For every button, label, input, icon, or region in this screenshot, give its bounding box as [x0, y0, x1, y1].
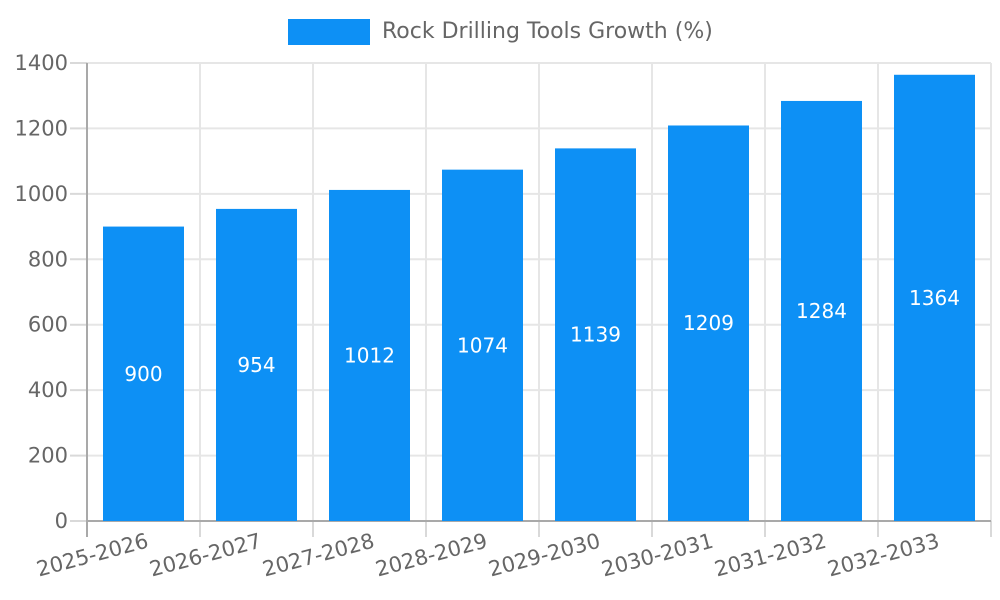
bar-value-label: 1074 — [457, 333, 508, 357]
bar-value-label: 1364 — [909, 286, 960, 310]
bar[interactable] — [216, 208, 297, 522]
y-axis-tick-label: 1200 — [15, 116, 68, 140]
x-axis-tick-label: 2028-2029 — [373, 529, 490, 582]
bar-value-label: 954 — [237, 353, 275, 377]
bar[interactable] — [781, 100, 862, 521]
y-axis-tick-label: 1400 — [15, 51, 68, 75]
x-axis-tick-label: 2026-2027 — [147, 529, 264, 582]
bar[interactable] — [668, 125, 749, 521]
y-axis-tick-label: 0 — [55, 509, 68, 533]
x-axis-tick-label: 2025-2026 — [34, 529, 151, 582]
bar-value-label: 1139 — [570, 323, 621, 347]
chart-legend[interactable]: Rock Drilling Tools Growth (%) — [288, 19, 713, 45]
bar-value-label: 1284 — [796, 299, 847, 323]
y-axis-tick-label: 200 — [28, 444, 68, 468]
legend-label: Rock Drilling Tools Growth (%) — [382, 19, 713, 44]
legend-swatch-icon — [288, 19, 370, 45]
x-axis-tick-label: 2032-2033 — [825, 529, 942, 582]
bar-value-label: 1209 — [683, 311, 734, 335]
bar-value-label: 900 — [124, 362, 162, 386]
bar[interactable] — [103, 226, 184, 522]
y-axis-tick-label: 800 — [28, 247, 68, 271]
x-axis-tick-label: 2029-2030 — [486, 529, 603, 582]
bar[interactable] — [442, 169, 523, 522]
x-axis-tick-label: 2030-2031 — [599, 529, 716, 582]
y-axis-tick-label: 1000 — [15, 182, 68, 206]
bar-value-label: 1012 — [344, 343, 395, 367]
y-axis-tick-label: 600 — [28, 313, 68, 337]
x-axis-tick-label: 2031-2032 — [712, 529, 829, 582]
bar[interactable] — [555, 148, 636, 522]
bar[interactable] — [329, 189, 410, 521]
bar[interactable] — [894, 74, 975, 521]
y-axis-tick-label: 400 — [28, 378, 68, 402]
x-axis-tick-label: 2027-2028 — [260, 529, 377, 582]
